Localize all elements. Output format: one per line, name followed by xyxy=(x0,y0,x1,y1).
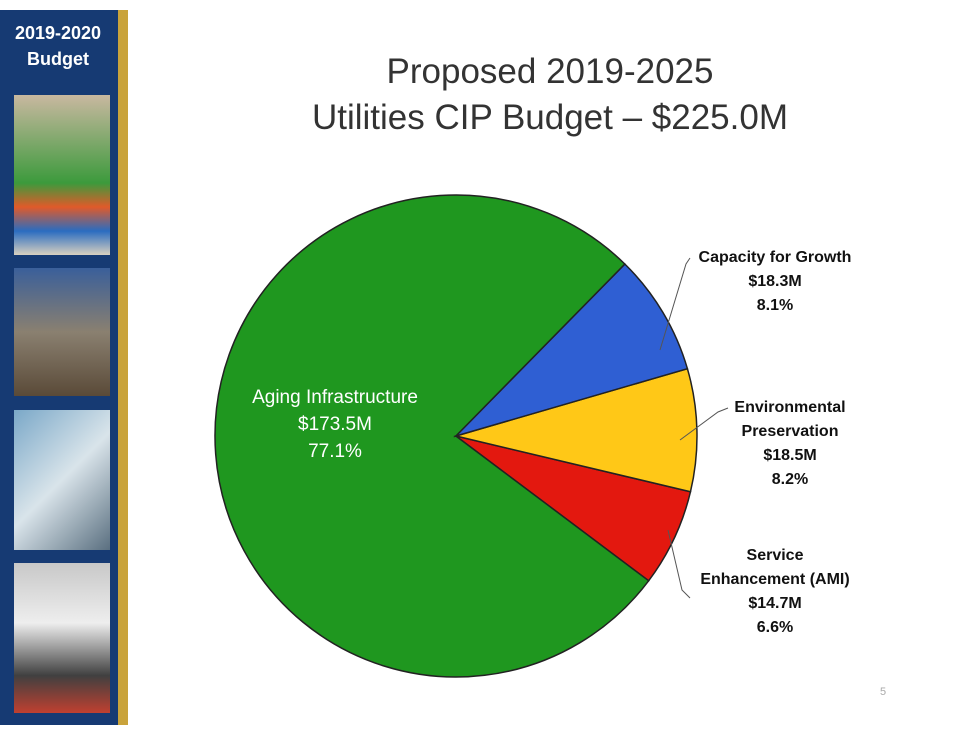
page: 2019-2020 Budget Proposed 2019-2025 Util… xyxy=(0,0,956,730)
value-label: $18.3M xyxy=(690,270,860,294)
value-label: 6.6% xyxy=(700,616,850,640)
value-label: $173.5M xyxy=(250,411,420,438)
page-number: 5 xyxy=(880,686,886,698)
value-label: 77.1% xyxy=(250,438,420,465)
category-label: Environmental Preservation xyxy=(700,396,880,444)
category-label: Capacity for Growth xyxy=(690,246,860,270)
value-label: $14.7M xyxy=(700,592,850,616)
value-label: 8.1% xyxy=(690,294,860,318)
category-label: Service Enhancement (AMI) xyxy=(700,544,850,592)
value-label: $18.5M xyxy=(700,444,880,468)
value-label: 8.2% xyxy=(700,468,880,492)
slide: 2019-2020 Budget Proposed 2019-2025 Util… xyxy=(0,0,956,730)
category-label: Aging Infrastructure xyxy=(250,384,420,411)
